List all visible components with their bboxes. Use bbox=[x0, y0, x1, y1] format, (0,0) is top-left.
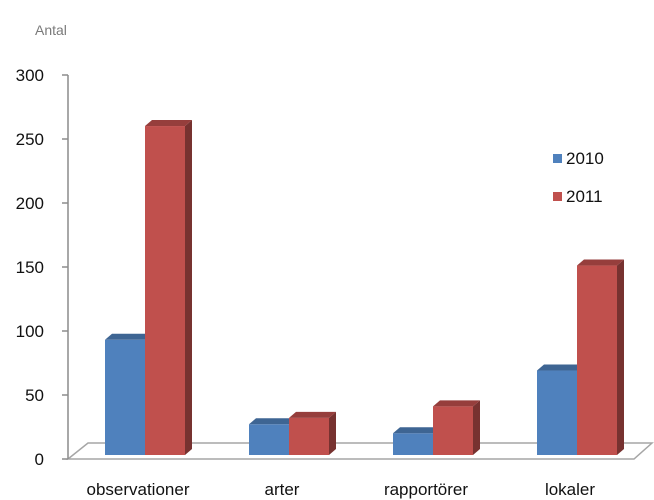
chart-floor bbox=[65, 442, 654, 460]
bar-side-face bbox=[473, 400, 480, 455]
bar-series-0-category-2 bbox=[393, 427, 440, 455]
bar-top-face bbox=[145, 120, 192, 127]
bar-top-face bbox=[249, 418, 296, 425]
x-category-label: observationer bbox=[86, 480, 189, 499]
legend-swatch bbox=[553, 192, 562, 201]
bar-front-face bbox=[249, 424, 289, 455]
legend: 2010 2011 bbox=[553, 149, 604, 206]
x-category-label: arter bbox=[265, 480, 300, 499]
legend-label: 2010 bbox=[566, 149, 604, 168]
x-axis-labels: observationer arter rapportörer lokaler bbox=[86, 480, 595, 499]
y-tick-label: 0 bbox=[35, 450, 44, 469]
bar-front-face bbox=[433, 406, 473, 455]
bar-front-face bbox=[537, 370, 577, 455]
bar-front-face bbox=[105, 339, 145, 455]
bar-series-0-category-3 bbox=[537, 364, 584, 455]
bar-top-face bbox=[537, 364, 584, 371]
bar-side-face bbox=[329, 411, 336, 455]
bar-series-1-category-2 bbox=[433, 400, 480, 455]
bar-front-face bbox=[393, 433, 433, 455]
y-tick-label: 300 bbox=[16, 66, 44, 85]
bar-top-face bbox=[577, 259, 624, 266]
bar-top-face bbox=[105, 333, 152, 340]
bar-top-face bbox=[289, 411, 336, 418]
x-category-label: lokaler bbox=[545, 480, 595, 499]
y-tick-label: 100 bbox=[16, 322, 44, 341]
bar-side-face bbox=[617, 259, 624, 455]
y-tick-label: 150 bbox=[16, 258, 44, 277]
x-category-label: rapportörer bbox=[384, 480, 468, 499]
bar-series-0-category-0 bbox=[105, 333, 152, 455]
bar-front-face bbox=[289, 417, 329, 455]
y-tick-label: 200 bbox=[16, 194, 44, 213]
bar-front-face bbox=[577, 265, 617, 455]
bar-top-face bbox=[433, 400, 480, 407]
bar-side-face bbox=[185, 120, 192, 455]
bar-front-face bbox=[145, 126, 185, 455]
legend-label: 2011 bbox=[566, 187, 603, 206]
bar-series-1-category-0 bbox=[145, 120, 192, 455]
bar-series-0-category-1 bbox=[249, 418, 296, 455]
y-axis-ticks: 0 50 100 150 200 250 300 bbox=[16, 66, 68, 469]
y-axis-title: Antal bbox=[35, 22, 67, 38]
y-tick-label: 50 bbox=[25, 386, 44, 405]
y-tick-label: 250 bbox=[16, 130, 44, 149]
bar-series-group bbox=[105, 120, 624, 455]
bar-top-face bbox=[393, 427, 440, 434]
bar-series-1-category-3 bbox=[577, 259, 624, 455]
legend-swatch bbox=[553, 154, 562, 163]
bar-series-1-category-1 bbox=[289, 411, 336, 455]
